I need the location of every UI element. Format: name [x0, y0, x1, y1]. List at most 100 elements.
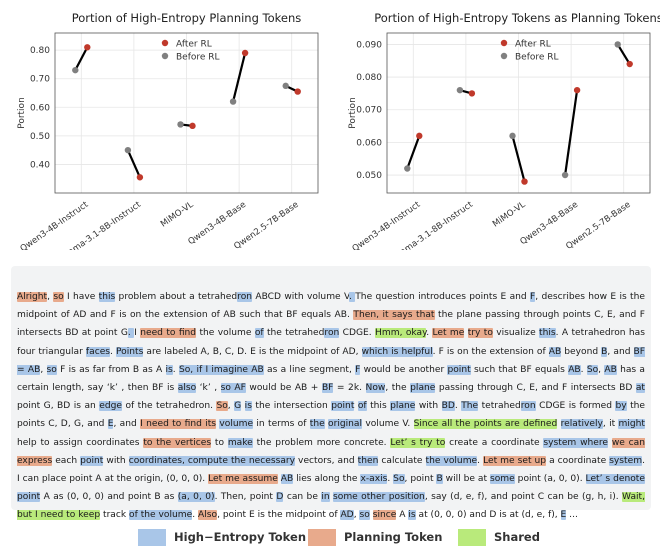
entropy-token: is	[408, 510, 416, 521]
before-rl-point	[614, 41, 621, 48]
entropy-token: F	[355, 364, 361, 375]
legend-swatch-entropy	[138, 528, 166, 546]
planning-token: I need to find its	[140, 419, 217, 430]
x-tick-label: MiMO-VL	[491, 200, 528, 230]
entropy-token: some other position	[333, 492, 425, 503]
connector-line	[74, 46, 89, 71]
y-tick-label: 0.080	[356, 73, 382, 83]
text-segment: each	[52, 455, 81, 466]
planning-token: to the vertices	[143, 437, 212, 448]
entropy-token: some	[489, 474, 515, 485]
text-segment: create a coordinate	[445, 437, 544, 448]
text-segment: problem about a tetrahed	[115, 292, 238, 302]
y-tick-label: 0.050	[356, 171, 382, 181]
text-segment: .	[426, 328, 433, 339]
entropy-token: the volume	[425, 455, 478, 466]
text-segment: CDGE is formed	[535, 401, 616, 412]
legend-label-after-rl: After RL	[176, 40, 212, 50]
text-segment: point (a, 0, 0).	[514, 474, 586, 485]
entropy-token: system	[609, 455, 643, 466]
entropy-token: so	[46, 364, 57, 375]
y-tick-label: 0.090	[356, 40, 382, 50]
text-segment: point G, BD is an	[17, 401, 100, 412]
text-segment: help to assign coordinates	[17, 437, 144, 448]
text-segment: , point	[404, 474, 437, 485]
before-rl-point	[561, 171, 569, 179]
entropy-token: in	[321, 492, 330, 503]
text-segment: will be at	[442, 474, 490, 485]
entropy-token: x-axis	[360, 474, 388, 485]
charts-area: Portion of High-Entropy Planning Tokens 0…	[17, 11, 660, 250]
before-rl-point	[124, 146, 132, 154]
reasoning-text: Alright, so I have this problem about a …	[17, 288, 646, 525]
text-segment: visualize	[492, 328, 540, 339]
entropy-token: of	[357, 401, 367, 412]
after-rl-point	[573, 86, 581, 94]
text-segment: volume V.	[362, 419, 414, 430]
text-segment: , and	[113, 419, 141, 430]
entropy-token: plane	[390, 401, 416, 412]
text-segment: ,	[598, 364, 605, 375]
text-segment: as a line segment,	[263, 364, 356, 375]
entropy-token: AB	[548, 346, 562, 357]
entropy-token: is	[244, 401, 252, 412]
shared-token: Hmm, okay	[375, 328, 427, 339]
text-segment: .	[172, 364, 179, 375]
connector-line	[511, 135, 526, 182]
entropy-token: AB	[568, 364, 581, 375]
entropy-token: B	[436, 474, 443, 485]
text-segment: .	[387, 474, 394, 485]
text-segment: ,	[353, 510, 360, 521]
text-segment: ,	[227, 401, 235, 412]
text-segment: would be AB +	[245, 383, 322, 394]
entropy-token: AB	[280, 474, 294, 485]
entropy-token: Let’ s denote	[585, 474, 645, 485]
before-rl-point	[509, 132, 516, 140]
entropy-token: then	[357, 455, 379, 466]
legend-swatch-planning	[308, 528, 336, 546]
text-segment: can be	[283, 492, 322, 503]
planning-token: need to find	[140, 328, 197, 339]
text-segment: . A tetrahedron has four triangular	[17, 328, 645, 357]
entropy-token: system where	[543, 437, 609, 448]
text-segment: .	[192, 510, 199, 521]
text-segment: A as (0, 0, 0) and point B as	[40, 492, 178, 503]
entropy-token: Points	[115, 346, 144, 357]
entropy-token: coordinates, compute the necessary	[128, 455, 296, 466]
entropy-token: ron	[237, 292, 253, 302]
chart-high-entropy-as-planning: Portion of High-Entropy Tokens as Planni…	[348, 11, 660, 250]
before-rl-point	[177, 121, 184, 128]
connector-line	[406, 135, 421, 169]
text-segment: ...	[566, 510, 578, 521]
entropy-token: make	[227, 437, 253, 448]
planning-token: so	[53, 292, 64, 302]
after-rl-point	[626, 60, 633, 68]
text-segment: in terms of	[253, 419, 310, 430]
text-segment: I have	[63, 292, 99, 302]
planning-token: try to	[467, 328, 493, 339]
after-rl-point	[468, 90, 476, 97]
planning-token: Alright	[17, 292, 48, 302]
text-segment: ,	[47, 292, 54, 302]
entropy-token: BF	[321, 383, 334, 394]
y-axis-label: Portion	[348, 97, 358, 129]
connector-line	[126, 149, 141, 178]
entropy-token: The	[461, 401, 479, 412]
after-rl-point	[416, 132, 423, 140]
text-example-panel: Alright, so I have this problem about a …	[11, 266, 651, 521]
legend-marker-before-rl	[161, 52, 169, 60]
text-segment: such that BF equals	[470, 364, 569, 375]
text-segment: ABCD with volume V	[252, 292, 350, 302]
x-tick-label: MiMO-VL	[159, 200, 196, 230]
text-segment: the plane passing through points C, E, a…	[17, 310, 645, 339]
entropy-token: original	[328, 419, 363, 430]
entropy-token: E	[560, 510, 567, 521]
text-segment: .	[477, 455, 484, 466]
text-segment: lies along the	[293, 474, 361, 485]
connector-line	[616, 43, 631, 65]
planning-token: Then, it says that	[353, 310, 435, 321]
text-segment: , it	[602, 419, 619, 430]
legend-label-before-rl: Before RL	[176, 53, 220, 63]
text-segment: of the tetrahedron.	[122, 401, 217, 412]
entropy-token: point	[331, 401, 355, 412]
